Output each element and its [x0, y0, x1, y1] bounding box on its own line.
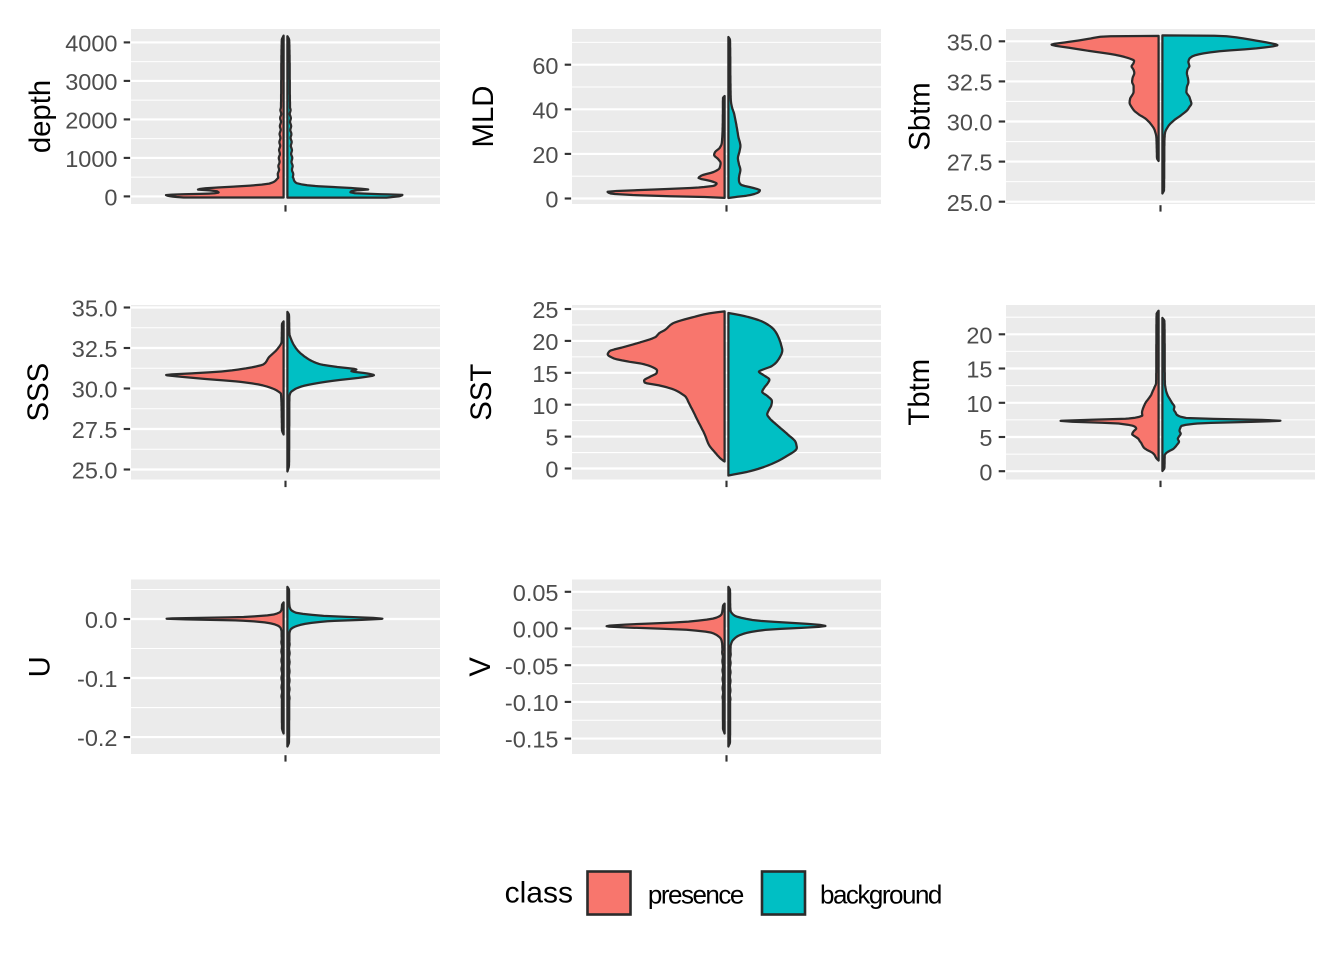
svg-text:20: 20	[966, 322, 992, 348]
svg-text:35.0: 35.0	[947, 29, 993, 55]
svg-text:5: 5	[979, 425, 992, 451]
svg-text:Sbtm: Sbtm	[904, 82, 937, 150]
svg-text:25: 25	[532, 297, 558, 323]
svg-text:5: 5	[545, 425, 558, 451]
svg-text:30.0: 30.0	[947, 110, 993, 136]
svg-text:20: 20	[532, 329, 558, 355]
svg-text:U: U	[24, 656, 57, 677]
svg-text:0.00: 0.00	[513, 617, 559, 643]
svg-text:-0.15: -0.15	[505, 727, 559, 753]
svg-text:class: class	[505, 877, 573, 910]
svg-text:10: 10	[532, 393, 558, 419]
svg-text:32.5: 32.5	[72, 336, 118, 362]
svg-text:32.5: 32.5	[947, 70, 993, 96]
svg-text:0: 0	[545, 187, 558, 213]
svg-text:40: 40	[532, 97, 558, 123]
svg-text:0: 0	[979, 459, 992, 485]
svg-text:20: 20	[532, 142, 558, 168]
svg-text:3000: 3000	[65, 69, 117, 95]
svg-text:15: 15	[966, 357, 992, 383]
svg-text:15: 15	[532, 361, 558, 387]
svg-text:10: 10	[966, 391, 992, 417]
svg-text:-0.2: -0.2	[77, 725, 118, 751]
svg-text:27.5: 27.5	[72, 417, 118, 443]
svg-text:0.05: 0.05	[513, 580, 559, 606]
svg-text:background: background	[820, 880, 941, 910]
svg-text:presence: presence	[648, 880, 744, 910]
svg-text:2000: 2000	[65, 108, 117, 134]
svg-text:25.0: 25.0	[72, 458, 118, 484]
svg-text:0: 0	[545, 457, 558, 483]
svg-text:27.5: 27.5	[947, 150, 993, 176]
svg-text:-0.10: -0.10	[505, 690, 559, 716]
svg-text:60: 60	[532, 53, 558, 79]
svg-text:25.0: 25.0	[947, 190, 993, 216]
svg-text:0: 0	[104, 185, 117, 211]
svg-text:4000: 4000	[65, 31, 117, 57]
svg-text:depth: depth	[24, 80, 57, 153]
svg-text:MLD: MLD	[467, 86, 500, 148]
svg-text:-0.05: -0.05	[505, 653, 559, 679]
svg-text:Tbtm: Tbtm	[903, 359, 936, 426]
svg-text:0.0: 0.0	[85, 607, 118, 633]
svg-text:-0.1: -0.1	[77, 666, 118, 692]
svg-text:30.0: 30.0	[72, 377, 118, 403]
svg-text:SST: SST	[465, 364, 498, 421]
svg-text:SSS: SSS	[22, 363, 55, 422]
svg-text:V: V	[464, 657, 497, 677]
svg-text:1000: 1000	[65, 146, 117, 172]
svg-text:35.0: 35.0	[72, 296, 118, 322]
